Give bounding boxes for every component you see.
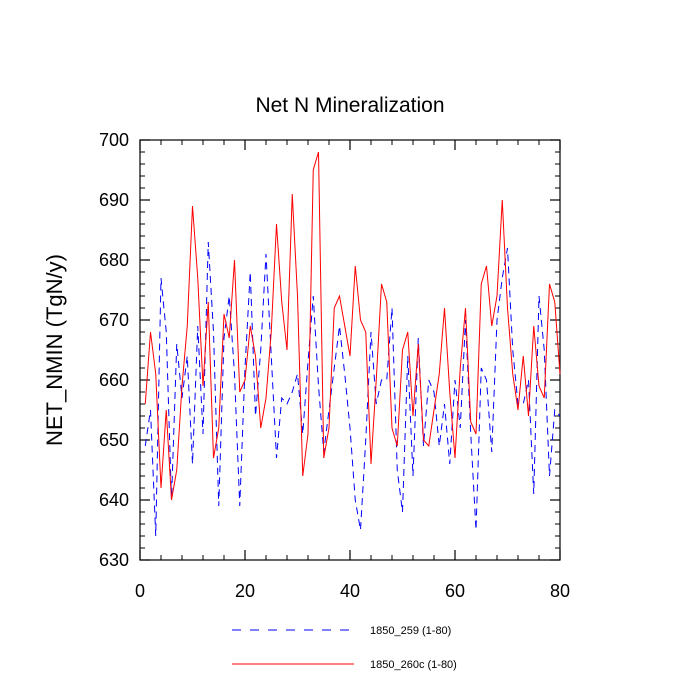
x-tick-label: 0 xyxy=(135,581,145,601)
y-tick-label: 660 xyxy=(99,370,129,390)
y-tick-labels: 630 640 650 660 670 680 690 700 xyxy=(99,130,129,570)
y-tick-label: 640 xyxy=(99,490,129,510)
major-ticks xyxy=(139,139,561,561)
y-tick-label: 680 xyxy=(99,250,129,270)
legend-label-1: 1850_259 (1-80) xyxy=(370,625,451,637)
y-tick-label: 650 xyxy=(99,430,129,450)
x-tick-labels: 0 20 40 60 80 xyxy=(135,581,570,601)
y-tick-label: 670 xyxy=(99,310,129,330)
chart-title: Net N Mineralization xyxy=(255,94,444,117)
legend: 1850_259 (1-80) 1850_260c (1-80) xyxy=(232,625,457,671)
series-group xyxy=(144,151,561,537)
minor-ticks xyxy=(140,140,560,560)
y-tick-label: 630 xyxy=(99,550,129,570)
series-line-2 xyxy=(144,151,561,501)
legend-label-2: 1850_260c (1-80) xyxy=(370,659,457,671)
x-tick-label: 60 xyxy=(445,581,465,601)
series-line-1 xyxy=(144,241,561,537)
x-tick-label: 80 xyxy=(550,581,570,601)
y-tick-label: 700 xyxy=(99,130,129,150)
x-tick-label: 20 xyxy=(235,581,255,601)
y-tick-label: 690 xyxy=(99,190,129,210)
x-tick-label: 40 xyxy=(340,581,360,601)
y-axis-label: NET_NMIN (TgN/y) xyxy=(42,254,67,446)
